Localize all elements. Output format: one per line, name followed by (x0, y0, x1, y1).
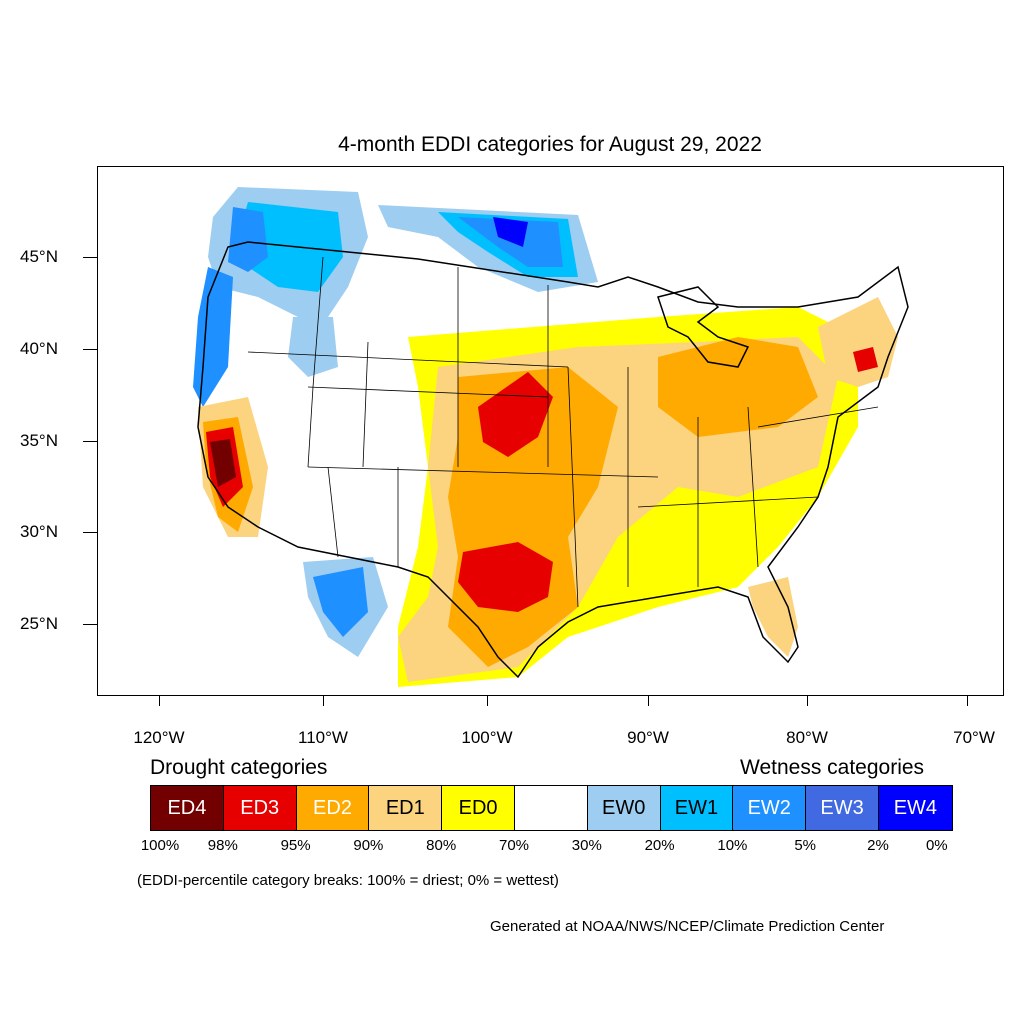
legend-cell-ed3: ED3 (223, 786, 297, 830)
lat-tick-label: 35°N (20, 431, 58, 450)
lon-tick-label: 70°W (953, 728, 995, 747)
eddi-map-canvas (193, 187, 909, 687)
percentile-label: 5% (794, 837, 817, 854)
region-ed4-california (210, 439, 236, 487)
percentile-label: 100% (140, 837, 180, 854)
map-title: 4-month EDDI categories for August 29, 2… (338, 133, 762, 156)
legend-cell-ed4: ED4 (151, 786, 224, 830)
lon-tick-label: 90°W (627, 728, 669, 747)
region-ed3-northeast (853, 347, 878, 372)
percentile-label: 30% (571, 837, 602, 854)
percentile-label: 10% (717, 837, 748, 854)
region-ed1-northeast (818, 297, 898, 387)
percentile-label: 2% (867, 837, 889, 854)
lon-tickmark (648, 696, 649, 706)
percentile-label: 90% (353, 837, 384, 854)
legend-cell-ed1: ED1 (369, 786, 443, 830)
lon-tickmark (967, 696, 968, 706)
legend-cell-ew3: EW3 (806, 786, 879, 830)
lat-tick-label: 45°N (20, 247, 58, 266)
legend-cell-ew1: EW1 (660, 786, 734, 830)
lon-tickmark (323, 696, 324, 706)
lat-tick-label: 40°N (20, 339, 58, 358)
percentile-label: 0% (925, 837, 948, 854)
lon-tick-label: 120°W (133, 728, 185, 747)
region-ew4-northplains (493, 217, 528, 247)
region-ew-idaho (288, 317, 338, 377)
region-ed3-plains (478, 372, 553, 457)
legend-cell-ew4: EW4 (878, 786, 952, 830)
lat-tickmark (83, 532, 97, 533)
lat-tick-label: 25°N (20, 614, 58, 633)
us-outline (197, 241, 909, 679)
legend-cell-ed0: ED0 (442, 786, 515, 830)
region-ew-coast (193, 267, 233, 407)
category-legend: ED4 ED3 ED2 ED1 ED0 EW0 EW1 EW2 EW3 EW4 (150, 785, 953, 831)
drought-categories-heading: Drought categories (150, 756, 328, 779)
eddi-map (97, 166, 1004, 696)
lon-tick-label: 100°W (461, 728, 513, 747)
credit-line: Generated at NOAA/NWS/NCEP/Climate Predi… (490, 918, 885, 935)
percentile-label: 80% (426, 837, 457, 854)
percentile-label: 70% (498, 837, 530, 854)
wetness-categories-heading: Wetness categories (740, 756, 925, 779)
lon-tickmark (159, 696, 160, 706)
percentile-label: 95% (280, 837, 311, 854)
great-lakes (657, 286, 750, 368)
legend-cell-normal (514, 786, 588, 830)
legend-cell-ed2: ED2 (296, 786, 370, 830)
legend-cell-ew0: EW0 (587, 786, 661, 830)
lon-tickmark (807, 696, 808, 706)
region-ew2-southwest (313, 567, 368, 637)
lat-tickmark (83, 349, 97, 350)
lat-tick-label: 30°N (20, 522, 58, 541)
category-breaks-note: (EDDI-percentile category breaks: 100% =… (137, 872, 559, 889)
percentile-label: 98% (207, 837, 238, 854)
state-borders (247, 256, 879, 608)
lon-tick-label: 110°W (298, 728, 348, 747)
lat-tickmark (83, 441, 97, 442)
lat-tickmark (83, 257, 97, 258)
region-ed3-texas (458, 542, 553, 612)
percentile-label: 20% (644, 837, 675, 854)
lat-tickmark (83, 624, 97, 625)
region-ew2-northwest (228, 207, 268, 272)
region-ed1-florida (748, 577, 798, 657)
legend-cell-ew2: EW2 (733, 786, 807, 830)
lon-tick-label: 80°W (786, 728, 828, 747)
region-ed2-east (658, 337, 818, 437)
lon-tickmark (487, 696, 488, 706)
